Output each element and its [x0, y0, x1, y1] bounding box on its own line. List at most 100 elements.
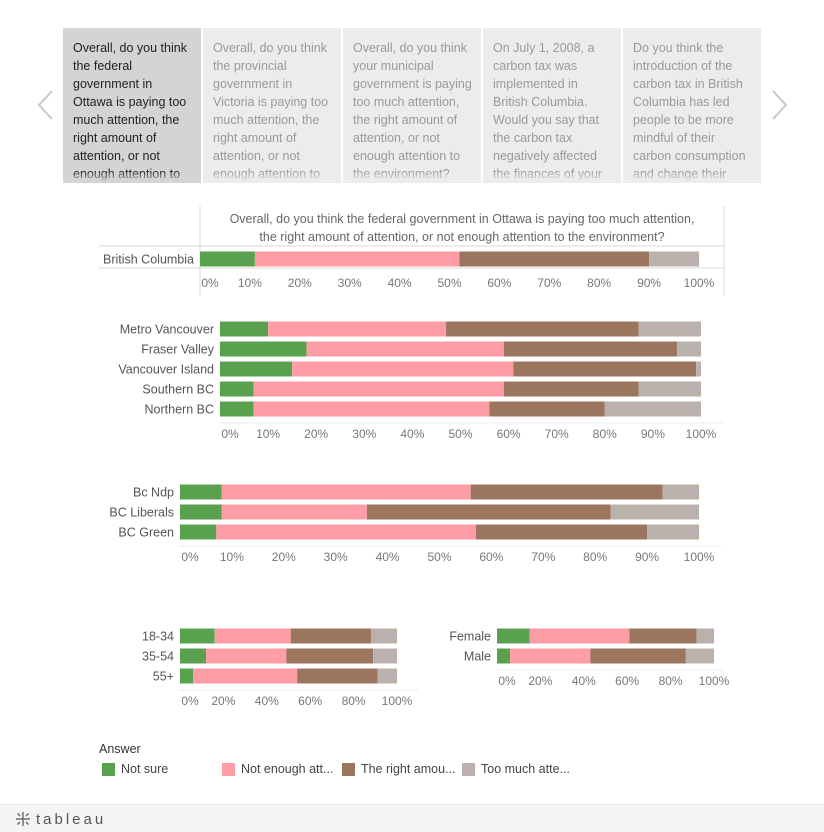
- x-tick-label: 10%: [256, 427, 280, 441]
- tab-label: Overall, do you think the provincial gov…: [213, 41, 329, 181]
- x-tick-label: 100%: [686, 427, 717, 441]
- next-arrow-icon[interactable]: [769, 88, 789, 122]
- bar-segment: [377, 668, 397, 684]
- legend-swatch: [102, 763, 115, 776]
- x-tick-label: 20%: [288, 276, 312, 290]
- bar-segment: [216, 524, 476, 540]
- bar-segment: [221, 484, 471, 500]
- tableau-logo-icon: [16, 812, 30, 826]
- x-tick-label: 40%: [388, 276, 412, 290]
- bar-segment: [214, 628, 291, 644]
- tab-label: Overall, do you think your municipal gov…: [353, 41, 472, 181]
- bar-segment: [292, 361, 514, 377]
- bar-segment: [180, 504, 222, 520]
- x-tick-label: 50%: [448, 427, 472, 441]
- bar-segment: [220, 341, 307, 357]
- x-tick-label: 10%: [220, 550, 244, 564]
- bar-segment: [610, 504, 699, 520]
- bar-segment: [662, 484, 699, 500]
- legend-label: The right amou...: [361, 762, 456, 776]
- row-label: Metro Vancouver: [120, 323, 214, 337]
- tab-municipal-question[interactable]: Overall, do you think your municipal gov…: [343, 28, 481, 183]
- x-tick-label: 60%: [487, 276, 511, 290]
- tab-label: On July 1, 2008, a carbon tax was implem…: [493, 41, 602, 181]
- bar-segment: [696, 361, 701, 377]
- tab-carbon-tax-finances[interactable]: On July 1, 2008, a carbon tax was implem…: [483, 28, 621, 183]
- bar-segment: [180, 648, 207, 664]
- x-tick-label: 60%: [479, 550, 503, 564]
- footer-bar: tableau: [0, 804, 824, 832]
- x-tick-label: 20%: [528, 674, 552, 688]
- chart-title: the right amount of attention, or not en…: [259, 230, 664, 244]
- legend-swatch: [462, 763, 475, 776]
- x-tick-label: 80%: [659, 674, 683, 688]
- bar-segment: [510, 648, 591, 664]
- bar-segment: [180, 524, 217, 540]
- bar-segment: [475, 524, 648, 540]
- legend-item-not-enough[interactable]: Not enough att...: [219, 762, 339, 778]
- bar-segment: [220, 321, 269, 337]
- bar-segment: [459, 251, 650, 267]
- bar-segment: [370, 628, 397, 644]
- bar-segment: [253, 381, 504, 397]
- row-label: Vancouver Island: [118, 363, 214, 377]
- x-tick-label: 90%: [641, 427, 665, 441]
- row-label: BC Green: [118, 526, 174, 540]
- x-tick-label: 40%: [255, 694, 279, 708]
- row-label: BC Liberals: [109, 506, 174, 520]
- bar-segment: [446, 321, 639, 337]
- bar-segment: [647, 524, 699, 540]
- bar-segment: [497, 648, 511, 664]
- legend-label: Too much atte...: [481, 762, 570, 776]
- x-tick-label: 80%: [342, 694, 366, 708]
- tab-provincial-question[interactable]: Overall, do you think the provincial gov…: [203, 28, 341, 183]
- legend-swatch: [342, 763, 355, 776]
- question-tabs: Overall, do you think the federal govern…: [63, 28, 761, 183]
- bar-segment: [286, 648, 374, 664]
- x-tick-label: 100%: [684, 276, 715, 290]
- bar-segment: [696, 628, 714, 644]
- x-tick-label: 90%: [635, 550, 659, 564]
- x-tick-label: 20%: [272, 550, 296, 564]
- bar-segment: [638, 381, 701, 397]
- row-label: Male: [464, 650, 491, 664]
- bar-segment: [221, 504, 367, 520]
- legend-item-too-much[interactable]: Too much atte...: [459, 762, 579, 778]
- tab-federal-question[interactable]: Overall, do you think the federal govern…: [63, 28, 201, 183]
- bar-segment: [268, 321, 447, 337]
- row-label: Northern BC: [145, 403, 214, 417]
- legend-label: Not enough att...: [241, 762, 334, 776]
- bar-segment: [470, 484, 663, 500]
- legend: Answer Not sure Not enough att... The ri…: [99, 742, 570, 776]
- x-tick-label: 40%: [400, 427, 424, 441]
- legend-item-not-sure[interactable]: Not sure: [99, 762, 219, 778]
- x-tick-label: 80%: [583, 550, 607, 564]
- tab-carbon-tax-behaviour[interactable]: Do you think the introduction of the car…: [623, 28, 761, 183]
- bar-segment: [290, 628, 371, 644]
- bar-segment: [529, 628, 630, 644]
- bar-segment: [220, 401, 254, 417]
- x-tick-label: 80%: [587, 276, 611, 290]
- legend-item-right-amount[interactable]: The right amou...: [339, 762, 459, 778]
- x-tick-label: 60%: [497, 427, 521, 441]
- x-tick-label: 30%: [324, 550, 348, 564]
- x-tick-label: 60%: [615, 674, 639, 688]
- x-tick-label: 0%: [181, 550, 199, 564]
- bar-segment: [180, 628, 215, 644]
- chart-title: Overall, do you think the federal govern…: [230, 212, 695, 226]
- x-tick-label: 0%: [498, 674, 516, 688]
- previous-arrow-icon[interactable]: [36, 88, 56, 122]
- bar-segment: [206, 648, 287, 664]
- bar-segment: [366, 504, 611, 520]
- tableau-logo[interactable]: tableau: [14, 810, 106, 828]
- bar-segment: [253, 401, 490, 417]
- x-tick-label: 40%: [572, 674, 596, 688]
- bar-segment: [503, 341, 677, 357]
- x-tick-label: 0%: [181, 694, 199, 708]
- bar-segment: [254, 251, 460, 267]
- x-tick-label: 0%: [221, 427, 239, 441]
- x-tick-label: 90%: [637, 276, 661, 290]
- bar-segment: [489, 401, 605, 417]
- bar-segment: [685, 648, 714, 664]
- legend-title: Answer: [99, 742, 141, 756]
